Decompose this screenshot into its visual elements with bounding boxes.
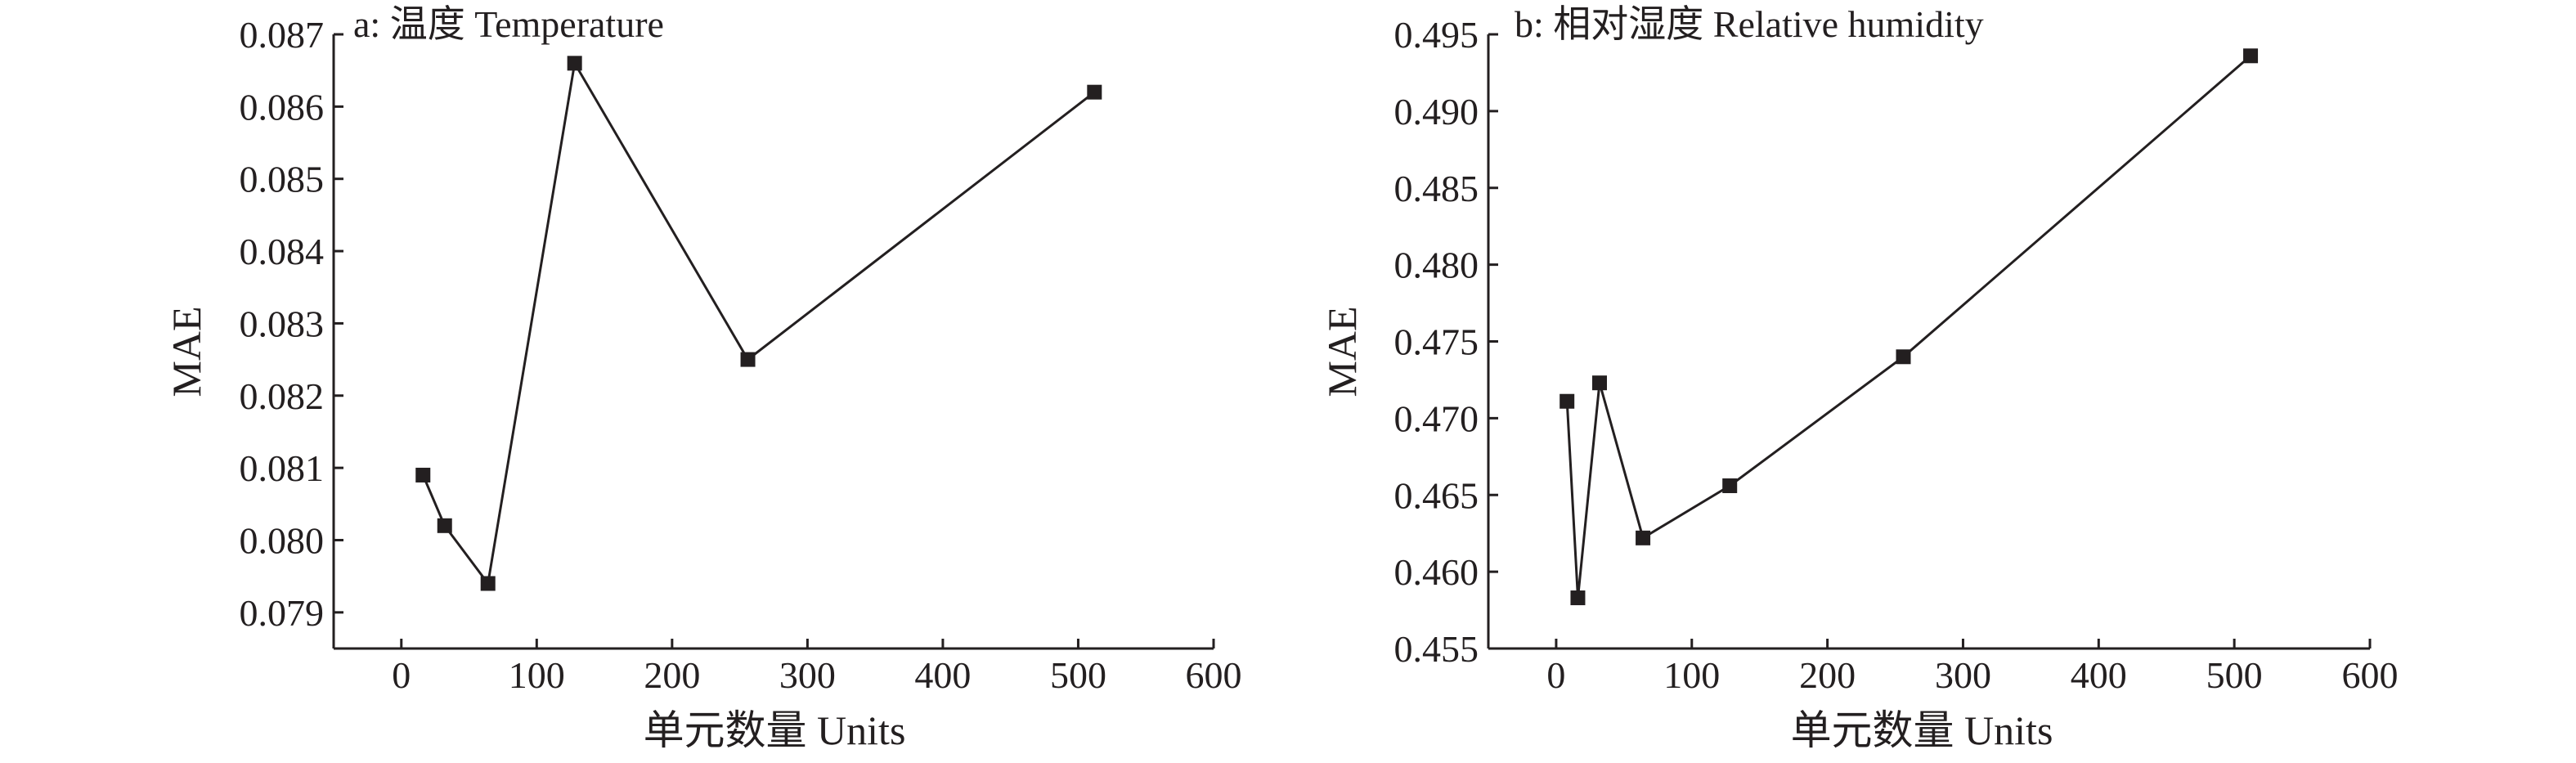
panel-temperature-data-point [437, 518, 452, 533]
panel-temperature-data-point [567, 56, 582, 71]
panel-relative-humidity-data-point [1722, 478, 1738, 493]
panel-relative-humidity-data-point [1896, 349, 1911, 365]
panel-relative-humidity-y-tick-label: 0.475 [1394, 321, 1479, 363]
panel-temperature-x-tick-label: 300 [779, 654, 836, 696]
panel-relative-humidity-y-tick-label: 0.455 [1394, 628, 1479, 670]
panel-relative-humidity-y-tick-label: 0.495 [1394, 14, 1479, 56]
panel-relative-humidity-y-tick-label: 0.490 [1394, 91, 1479, 132]
panel-temperature-y-tick-label: 0.082 [240, 375, 325, 417]
panel-relative-humidity-series [1560, 48, 2259, 606]
panel-temperature-y-tick-label: 0.087 [240, 14, 325, 56]
panel-relative-humidity-x-tick-label: 600 [2342, 654, 2399, 696]
panel-temperature-x-tick-label: 0 [392, 654, 411, 696]
panel-relative-humidity-title: b: 相对湿度 Relative humidity [1515, 3, 1984, 45]
panel-temperature-x-tick-label: 600 [1186, 654, 1242, 696]
panel-relative-humidity-data-point [1570, 590, 1586, 606]
panel-temperature-series-line [421, 59, 1096, 587]
panel-relative-humidity-x-tick-label: 300 [1935, 654, 1991, 696]
panel-relative-humidity-x-tick-label: 400 [2071, 654, 2127, 696]
panel-relative-humidity-x-tick-label: 0 [1546, 654, 1565, 696]
panel-relative-humidity-data-point [1591, 375, 1607, 391]
panel-relative-humidity-data-point [1560, 393, 1575, 409]
panel-relative-humidity-y-tick-label: 0.470 [1394, 397, 1479, 439]
panel-temperature-y-tick-label: 0.081 [240, 447, 325, 489]
panel-relative-humidity-axes [1487, 34, 2370, 650]
panel-temperature-y-axis-title: MAE [164, 306, 209, 397]
panel-relative-humidity-x-axis-title: 单元数量 Units [1791, 707, 2053, 753]
panel-temperature-data-point [1087, 84, 1102, 100]
panel-temperature-y-tick-label: 0.085 [240, 159, 325, 200]
panel-relative-humidity: 0.455 0.460 0.465 0.470 0.475 0.480 0.485 0.490… [1319, 3, 2399, 753]
panel-relative-humidity-y-tick-label: 0.460 [1394, 551, 1479, 593]
panel-relative-humidity-x-tick-label: 500 [2206, 654, 2263, 696]
panel-temperature-data-point [740, 352, 756, 367]
panel-temperature-x-ticks: 0 100 200 300 400 500 600 [392, 639, 1242, 696]
panel-temperature-y-tick-label: 0.079 [240, 592, 325, 634]
panel-temperature: 0.079 0.080 0.081 0.082 0.083 0.084 0.085 0.086… [164, 3, 1242, 753]
panel-temperature-y-tick-label: 0.086 [240, 86, 325, 128]
panel-temperature-data-point [415, 467, 431, 482]
panel-relative-humidity-y-tick-label: 0.485 [1394, 168, 1479, 209]
panel-relative-humidity-data-point [1636, 530, 1651, 545]
panel-temperature-axes [332, 34, 1214, 650]
panel-relative-humidity-x-tick-label: 200 [1799, 654, 1856, 696]
panel-temperature-series [415, 56, 1102, 591]
panel-temperature-y-ticks: 0.079 0.080 0.081 0.082 0.083 0.084 0.085 0.086… [240, 14, 343, 634]
panel-temperature-title: a: 温度 Temperature [353, 3, 664, 45]
panel-temperature-data-point [480, 576, 496, 591]
panel-temperature-y-tick-label: 0.083 [240, 303, 325, 344]
panel-temperature-x-tick-label: 400 [914, 654, 971, 696]
panel-relative-humidity-y-ticks: 0.455 0.460 0.465 0.470 0.475 0.480 0.485 0.490… [1394, 14, 1498, 670]
panel-temperature-x-axis-title: 单元数量 Units [644, 707, 906, 753]
panel-relative-humidity-series-line [1565, 55, 2252, 599]
panel-relative-humidity-x-ticks: 0 100 200 300 400 500 600 [1546, 639, 2399, 696]
panel-relative-humidity-x-tick-label: 100 [1663, 654, 1720, 696]
panel-relative-humidity-data-point [2243, 48, 2259, 64]
panel-relative-humidity-y-tick-label: 0.465 [1394, 474, 1479, 516]
panel-relative-humidity-y-tick-label: 0.480 [1394, 245, 1479, 286]
panel-temperature-y-tick-label: 0.080 [240, 519, 325, 561]
panel-temperature-x-tick-label: 200 [644, 654, 700, 696]
panel-relative-humidity-y-axis-title: MAE [1319, 306, 1365, 397]
panel-temperature-x-tick-label: 500 [1050, 654, 1106, 696]
panel-temperature-x-tick-label: 100 [509, 654, 565, 696]
panel-temperature-y-tick-label: 0.084 [240, 231, 325, 272]
